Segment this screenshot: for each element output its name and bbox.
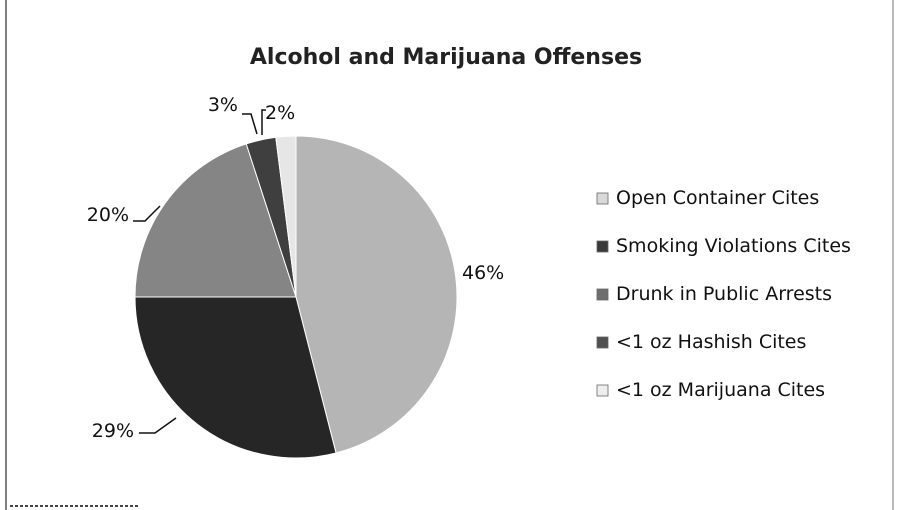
pie-slice [275, 135, 297, 298]
legend-label: Smoking Violations Cites [616, 235, 851, 257]
legend-label: <1 oz Marijuana Cites [616, 379, 825, 401]
leader-line [261, 109, 266, 135]
slice-value-label: 46% [462, 262, 504, 284]
slice-value-label: 2% [265, 102, 295, 124]
legend-label: Drunk in Public Arrests [616, 283, 832, 305]
legend-swatch [596, 288, 609, 301]
legend-swatch [596, 240, 609, 253]
leader-lines [133, 109, 266, 434]
pie-slice [295, 135, 458, 454]
leader-line [139, 417, 177, 434]
slice-value-labels: 46% 29% 20% 3% 2% [87, 94, 504, 442]
pie-slices [134, 135, 458, 459]
slice-value-label: 20% [87, 204, 129, 226]
legend-swatch [596, 192, 609, 205]
slice-value-label: 3% [208, 94, 238, 116]
leader-line [242, 113, 258, 135]
slice-value-label: 29% [92, 420, 134, 442]
pie-slice [134, 143, 297, 298]
pie-slice [134, 296, 337, 459]
leader-line [133, 205, 161, 222]
legend-label: Open Container Cites [616, 187, 819, 209]
legend-swatch [596, 384, 609, 397]
legend-label: <1 oz Hashish Cites [616, 331, 806, 353]
chart-title: Alcohol and Marijuana Offenses [250, 45, 642, 70]
legend-swatch [596, 336, 609, 349]
legend: Open Container Cites Smoking Violations C… [596, 187, 851, 401]
